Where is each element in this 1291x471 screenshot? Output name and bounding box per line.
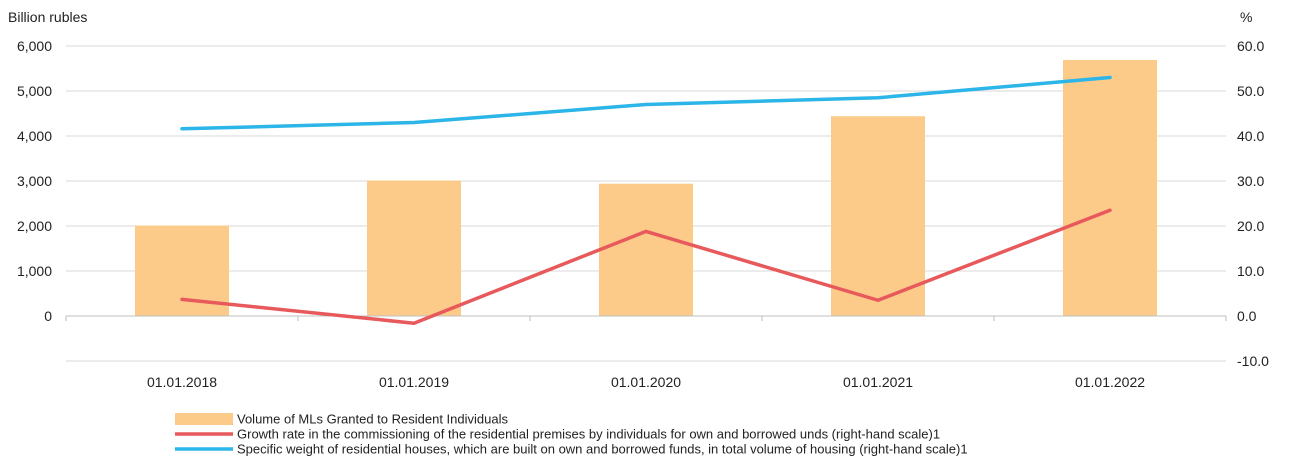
right-axis-label: % — [1240, 9, 1252, 25]
bar — [599, 183, 693, 316]
x-tick-label: 01.01.2022 — [1075, 374, 1145, 390]
legend-label: Growth rate in the commissioning of the … — [237, 427, 940, 442]
right-tick-label: 0.0 — [1237, 308, 1257, 324]
left-tick-label: 4,000 — [17, 128, 52, 144]
left-axis-ticks: 0 1,000 2,000 3,000 4,000 5,000 6,000 — [17, 38, 52, 324]
legend-label: Specific weight of residential houses, w… — [237, 442, 968, 457]
right-tick-label: -10.0 — [1237, 353, 1269, 369]
line-series — [180, 75, 1112, 325]
right-tick-label: 30.0 — [1237, 173, 1264, 189]
left-tick-label: 3,000 — [17, 173, 52, 189]
x-axis-ticks: 01.01.2018 01.01.2019 01.01.2020 01.01.2021… — [147, 374, 1145, 390]
left-tick-label: 6,000 — [17, 38, 52, 54]
left-tick-label: 5,000 — [17, 83, 52, 99]
x-tick-label: 01.01.2020 — [611, 374, 681, 390]
bar — [831, 116, 925, 316]
left-axis-label: Billion rubles — [8, 9, 87, 25]
left-tick-label: 0 — [44, 308, 52, 324]
left-tick-label: 2,000 — [17, 218, 52, 234]
right-tick-label: 10.0 — [1237, 263, 1264, 279]
x-tick-label: 01.01.2018 — [147, 374, 217, 390]
x-axis — [65, 315, 1227, 321]
right-tick-label: 60.0 — [1237, 38, 1264, 54]
legend-label: Volume of MLs Granted to Resident Indivi… — [237, 412, 508, 427]
bar-series — [135, 59, 1157, 316]
series-line — [180, 208, 1112, 325]
right-tick-label: 20.0 — [1237, 218, 1264, 234]
bar — [1063, 59, 1157, 316]
bar — [367, 180, 461, 316]
x-tick-label: 01.01.2019 — [379, 374, 449, 390]
left-tick-label: 1,000 — [17, 263, 52, 279]
legend-swatch — [175, 413, 233, 425]
right-tick-label: 50.0 — [1237, 83, 1264, 99]
right-tick-label: 40.0 — [1237, 128, 1264, 144]
x-tick-label: 01.01.2021 — [843, 374, 913, 390]
legend: Volume of MLs Granted to Resident Indivi… — [175, 412, 968, 457]
series-line — [180, 75, 1112, 131]
right-axis-ticks: -10.0 0.0 10.0 20.0 30.0 40.0 50.0 60.0 — [1237, 38, 1269, 369]
